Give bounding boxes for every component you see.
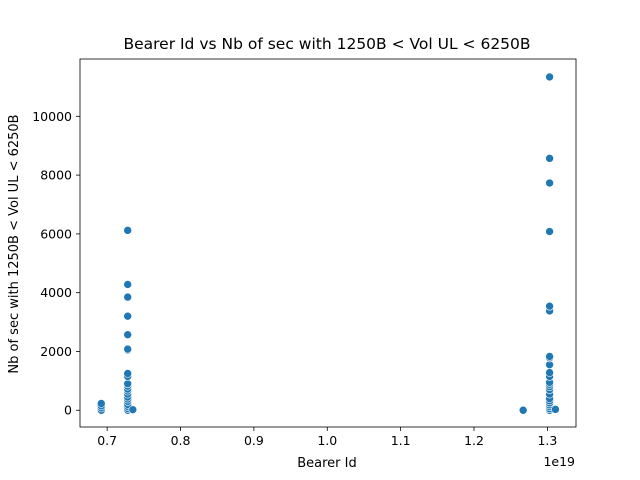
y-tick-label: 8000	[40, 168, 72, 183]
x-axis-label: Bearer Id	[297, 456, 357, 471]
chart-title: Bearer Id vs Nb of sec with 1250B < Vol …	[123, 35, 530, 53]
data-point	[551, 405, 560, 414]
y-tick-label: 4000	[40, 285, 72, 300]
plot-area	[79, 58, 577, 428]
x-tick-label: 1.0	[317, 433, 337, 448]
x-axis: 0.7 0.8 0.9 1.0 1.1 1.2 1.3	[97, 427, 557, 448]
data-point	[123, 280, 132, 289]
data-point	[545, 72, 554, 82]
data-point	[123, 311, 132, 321]
data-point	[518, 405, 528, 415]
plot-frame	[79, 58, 577, 428]
data-point	[545, 154, 554, 163]
data-point	[545, 227, 554, 236]
y-tick-label: 2000	[40, 344, 72, 359]
y-axis: 0 2000 4000 6000 8000 10000	[32, 109, 80, 418]
data-point	[96, 399, 106, 408]
data-point	[128, 405, 138, 414]
data-point	[123, 292, 132, 302]
x-tick-label: 1.1	[391, 433, 411, 448]
x-tick-label: 0.8	[171, 433, 191, 448]
x-tick-label: 0.9	[244, 433, 264, 448]
x-tick-label: 1.2	[464, 433, 484, 448]
data-point	[545, 301, 554, 311]
data-point	[545, 352, 554, 361]
data-point	[123, 226, 132, 235]
data-points	[96, 72, 560, 415]
x-axis-offset-label: 1e19	[543, 454, 575, 469]
data-point	[123, 379, 132, 389]
data-point	[545, 178, 554, 188]
y-tick-label: 0	[64, 403, 72, 418]
data-point	[123, 330, 132, 340]
x-tick-label: 1.3	[537, 433, 557, 448]
x-tick-label: 0.7	[97, 433, 117, 448]
data-point	[123, 369, 132, 378]
y-tick-label: 6000	[40, 226, 72, 241]
y-axis-label: Nb of sec with 1250B < Vol UL < 6250B	[7, 114, 22, 373]
data-point	[123, 344, 132, 354]
y-tick-label: 10000	[32, 109, 72, 124]
data-point	[545, 368, 554, 377]
